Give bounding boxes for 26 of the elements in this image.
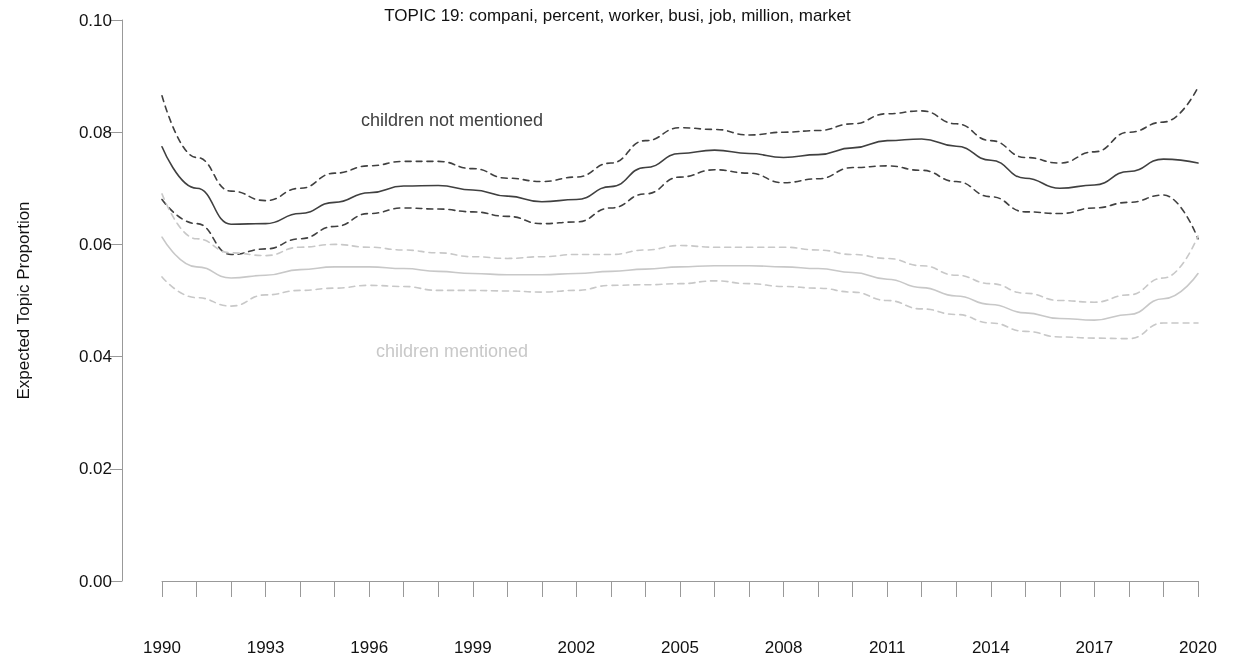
x-tick-label: 2020 [1179, 638, 1217, 657]
line-series [161, 236, 1199, 321]
line-series [161, 165, 1199, 256]
y-tick-label: 0.02 [78, 459, 112, 479]
x-tick-label: 1990 [143, 638, 181, 657]
text: children not mentioned [361, 109, 544, 130]
x-tick-label: 2017 [1075, 638, 1114, 657]
x-tick-label: 1999 [453, 638, 492, 657]
line-series [161, 193, 1199, 303]
x-tick-label: 2008 [764, 638, 803, 657]
line-series [161, 86, 1199, 202]
chart-title: TOPIC 19: compani, percent, worker, busi, job, million, market [384, 6, 851, 25]
y-tick-label: 0.08 [78, 122, 112, 142]
x-tick-label: 2011 [868, 638, 906, 657]
x-tick-label: 2002 [557, 638, 596, 657]
x-tick-label: 2014 [971, 638, 1010, 657]
y-axis-title: Expected Topic Proportion [14, 201, 33, 400]
x-tick-label: 1993 [246, 638, 285, 657]
y-tick-label: 0.06 [78, 234, 112, 254]
y-tick-label: 0.04 [78, 347, 112, 367]
y-tick-label: 0.10 [78, 10, 112, 30]
line-series [161, 276, 1199, 340]
line-series [161, 138, 1199, 225]
y-tick-label: 0.00 [78, 571, 112, 591]
x-tick-label: 2005 [661, 638, 699, 657]
x-tick-label: 1996 [350, 638, 389, 657]
